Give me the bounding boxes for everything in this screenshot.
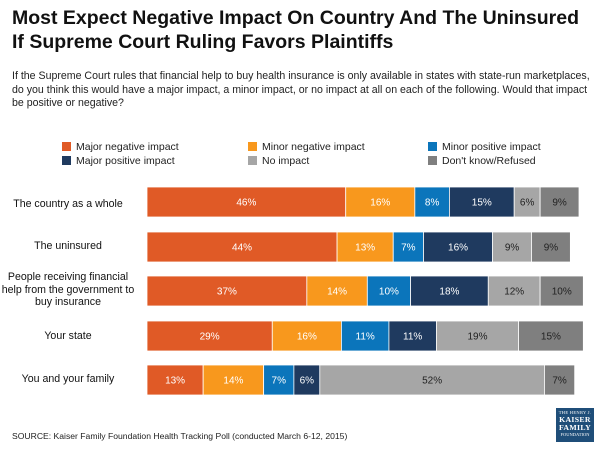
legend-major-positive: Major positive impact <box>62 155 175 167</box>
bar-segment-no-impact-row-3 <box>487 275 541 307</box>
row-label-your-state: Your state <box>44 330 92 342</box>
bar-segment-major-negative-row-1 <box>146 186 347 218</box>
legend-swatch-minor-negative <box>248 142 257 151</box>
data-label-minor-positive-row-2: 7% <box>401 243 416 254</box>
data-label-minor-positive-row-1: 8% <box>425 198 440 209</box>
bar-segment-no-impact-row-5 <box>319 364 545 396</box>
row-label-country: The country as a whole <box>13 198 123 210</box>
legend-swatch-dont-know <box>428 156 437 165</box>
data-label-major-negative-row-4: 29% <box>200 332 220 343</box>
data-label-major-positive-row-1: 15% <box>472 198 492 209</box>
data-label-dont-know-row-5: 7% <box>552 376 567 387</box>
data-label-dont-know-row-3: 10% <box>552 287 572 298</box>
bar-segment-dont-know-row-1 <box>539 186 580 218</box>
data-label-dont-know-row-4: 15% <box>541 332 561 343</box>
row-label-you-and-family: You and your family <box>21 373 115 385</box>
data-label-major-positive-row-4: 11% <box>403 332 422 343</box>
logo-line-4: FOUNDATION <box>560 432 590 437</box>
legend-swatch-no-impact <box>248 156 257 165</box>
survey-question: If the Supreme Court rules that financia… <box>12 70 590 109</box>
data-label-major-negative-row-2: 44% <box>232 243 252 254</box>
legend-major-negative: Major negative impact <box>62 141 179 153</box>
row-label-uninsured: The uninsured <box>34 240 102 252</box>
bar-segment-minor-negative-row-1 <box>345 186 416 218</box>
bar-segment-no-impact-row-4 <box>436 320 519 352</box>
bar-segment-no-impact-row-1 <box>513 186 541 218</box>
legend-no-impact: No impact <box>248 155 309 167</box>
kff-logo: THE HENRY J. KAISER FAMILY FOUNDATION <box>556 408 594 442</box>
data-label-minor-negative-row-4: 16% <box>297 332 317 343</box>
bar-segment-major-negative-row-5 <box>146 364 204 396</box>
legend-label-major-negative: Major negative impact <box>76 141 179 153</box>
data-label-major-positive-row-3: 18% <box>439 287 459 298</box>
bar-segment-major-positive-row-4 <box>388 320 437 352</box>
data-label-no-impact-row-3: 12% <box>504 287 524 298</box>
legend-label-major-positive: Major positive impact <box>76 155 175 167</box>
logo-line-3: FAMILY <box>558 423 592 432</box>
legend-label-minor-positive: Minor positive impact <box>442 141 541 153</box>
data-label-major-negative-row-5: 13% <box>165 376 185 387</box>
legend-label-dont-know: Don't know/Refused <box>442 155 536 167</box>
bar-segment-no-impact-row-2 <box>492 231 532 263</box>
data-label-major-negative-row-1: 46% <box>236 198 256 209</box>
data-label-major-negative-row-3: 37% <box>217 287 237 298</box>
legend-label-no-impact: No impact <box>262 155 310 167</box>
data-label-minor-negative-row-5: 14% <box>223 376 243 387</box>
bar-segment-dont-know-row-3 <box>539 275 584 307</box>
data-label-no-impact-row-5: 52% <box>422 376 442 387</box>
legend-swatch-minor-positive <box>428 142 437 151</box>
chart-title: Most Expect Negative Impact On Country A… <box>12 7 580 53</box>
data-label-minor-negative-row-2: 13% <box>355 243 375 254</box>
bar-segment-major-positive-row-1 <box>448 186 515 218</box>
data-label-minor-negative-row-3: 14% <box>327 287 347 298</box>
bar-segment-minor-negative-row-2 <box>336 231 394 263</box>
data-label-no-impact-row-2: 9% <box>505 243 520 254</box>
bar-segment-minor-negative-row-4 <box>271 320 342 352</box>
bar-segment-dont-know-row-4 <box>518 320 584 352</box>
bar-segment-minor-positive-row-5 <box>263 364 295 396</box>
bar-segment-minor-negative-row-5 <box>202 364 265 396</box>
data-label-minor-positive-row-5: 7% <box>272 376 287 387</box>
data-label-no-impact-row-4: 19% <box>467 332 487 343</box>
bar-segment-minor-positive-row-1 <box>414 186 450 218</box>
source-note: SOURCE: Kaiser Family Foundation Health … <box>12 431 348 441</box>
row-label-financial-help: People receiving financial help from the… <box>1 271 135 308</box>
data-label-minor-positive-row-3: 10% <box>379 287 399 298</box>
data-label-dont-know-row-2: 9% <box>544 243 559 254</box>
bar-segment-dont-know-row-5 <box>544 364 576 396</box>
legend-minor-positive: Minor positive impact <box>428 141 541 153</box>
legend-minor-negative: Minor negative impact <box>248 141 365 153</box>
legend-swatch-major-positive <box>62 156 71 165</box>
legend-dont-know: Don't know/Refused <box>428 155 536 167</box>
data-label-minor-positive-row-4: 11% <box>356 332 375 343</box>
bar-segment-dont-know-row-2 <box>531 231 571 263</box>
legend-label-minor-negative: Minor negative impact <box>262 141 365 153</box>
logo-line-1: THE HENRY J. <box>558 410 592 415</box>
data-label-minor-negative-row-1: 16% <box>370 198 390 209</box>
bar-segment-minor-positive-row-4 <box>340 320 390 352</box>
data-label-major-positive-row-2: 16% <box>448 243 468 254</box>
bar-segment-minor-positive-row-3 <box>366 275 411 307</box>
data-label-dont-know-row-1: 9% <box>552 198 567 209</box>
data-label-no-impact-row-1: 6% <box>520 198 535 209</box>
bar-segment-major-negative-row-2 <box>146 231 338 263</box>
legend-swatch-major-negative <box>62 142 71 151</box>
data-label-major-positive-row-5: 6% <box>300 376 315 387</box>
logo-line-2: KAISER <box>559 415 591 424</box>
